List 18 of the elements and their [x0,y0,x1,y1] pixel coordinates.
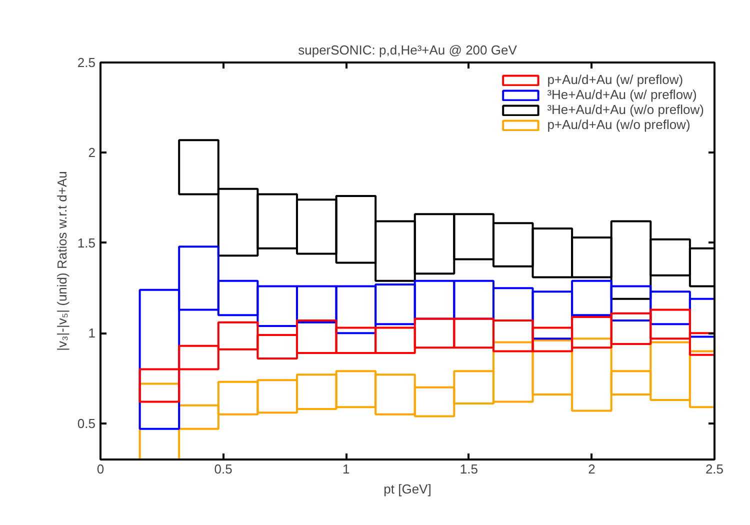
x-tick-label: 2.5 [705,462,724,476]
legend-label: ³He+Au/d+Au (w/ preflow) [547,87,697,102]
legend-label: p+Au/d+Au (w/o preflow) [547,117,690,132]
y-tick-label: 2.5 [77,55,96,70]
x-tick-label: 1.5 [460,462,478,476]
x-tick-label: 1 [342,462,350,476]
legend-label: ³He+Au/d+Au (w/o preflow) [547,102,704,117]
y-tick-label: 2 [88,145,96,160]
x-tick-label: 0 [96,462,104,476]
chart-title: superSONIC: p,d,He³+Au @ 200 GeV [298,42,518,58]
y-tick-label: 0.5 [77,416,96,431]
x-axis-title: pt [GeV] [384,482,432,496]
x-tick-label: 0.5 [214,462,232,476]
legend-label: p+Au/d+Au (w/ preflow) [547,72,684,87]
y-tick-label: 1 [88,326,96,341]
y-tick-label: 1.5 [77,235,96,250]
x-tick-label: 2 [588,462,596,476]
y-axis-title: |v₃|-|v₅| (unid) Ratios w.r.t d+Au [54,171,70,351]
